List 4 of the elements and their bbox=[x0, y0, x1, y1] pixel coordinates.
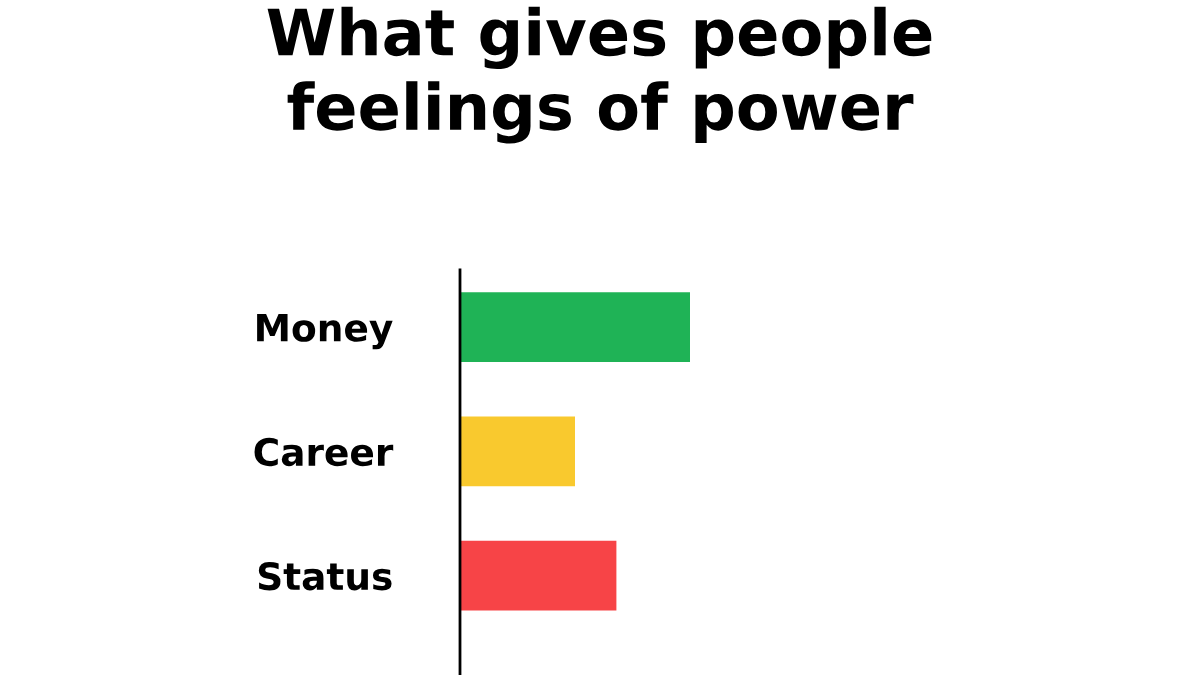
y-tick-label: Money bbox=[257, 313, 393, 350]
y-tick-label: Career bbox=[254, 437, 394, 467]
y-tick-label: Status bbox=[258, 562, 392, 591]
chart-title: What gives people feelings of power bbox=[267, 6, 932, 144]
